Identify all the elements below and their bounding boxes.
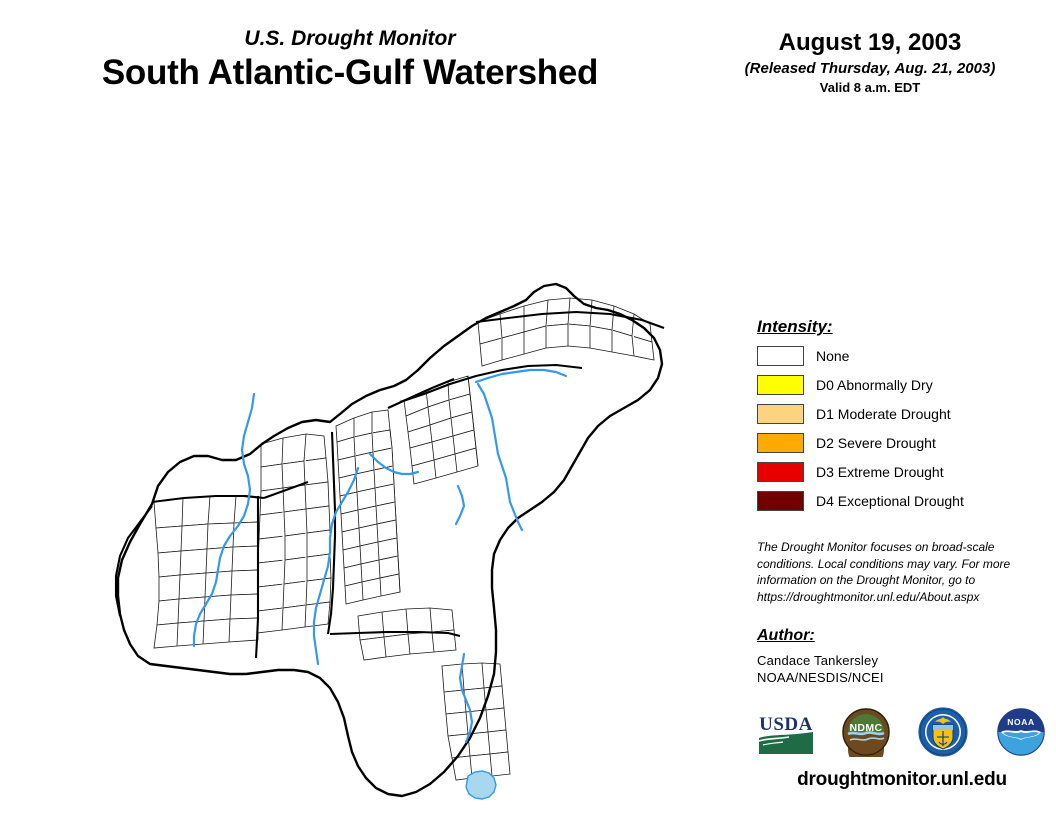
state-boundaries <box>114 310 665 659</box>
title-block: U.S. Drought Monitor South Atlantic-Gulf… <box>0 27 700 93</box>
lake-okeechobee <box>465 770 497 800</box>
legend-label-d3: D3 Extreme Drought <box>816 464 944 481</box>
river-upper-nc <box>474 368 568 384</box>
date-block: August 19, 2003 (Released Thursday, Aug.… <box>700 29 1040 96</box>
legend-label-d1: D1 Moderate Drought <box>816 406 951 423</box>
legend-item-none[interactable]: None <box>757 345 1047 368</box>
river-chattahoochee <box>312 466 360 666</box>
footer-url[interactable]: droughtmonitor.unl.edu <box>797 769 1007 790</box>
river-savannah <box>454 484 466 526</box>
valid-date: August 19, 2003 <box>778 29 962 56</box>
valid-time: Valid 8 a.m. EDT <box>819 80 921 96</box>
legend-label-d2: D2 Severe Drought <box>816 435 936 452</box>
legend-heading: Intensity: <box>757 317 833 336</box>
legend-swatch-none <box>757 346 804 367</box>
lake-layer <box>465 770 497 800</box>
usda-logo[interactable]: USDA <box>757 708 815 756</box>
noaa-logo[interactable]: NOAA <box>995 706 1047 758</box>
river-chattahoochee-upper <box>368 452 420 476</box>
release-date: (Released Thursday, Aug. 21, 2003) <box>744 59 996 77</box>
watershed-outline <box>116 282 664 798</box>
legend: Intensity: None D0 Abnormally Dry D1 Mod… <box>757 317 1047 519</box>
legend-swatch-d0 <box>757 375 804 396</box>
agency-logos: USDA NDMC NOAA <box>757 703 1047 761</box>
legend-item-d0[interactable]: D0 Abnormally Dry <box>757 374 1047 397</box>
legend-item-d4[interactable]: D4 Exceptional Drought <box>757 490 1047 513</box>
author-heading: Author: <box>757 627 815 644</box>
drought-map[interactable] <box>58 146 718 810</box>
legend-swatch-d2 <box>757 433 804 454</box>
author-affiliation: NOAA/NESDIS/NCEI <box>757 669 884 685</box>
page-title: South Atlantic-Gulf Watershed <box>101 53 599 93</box>
legend-swatch-d3 <box>757 462 804 483</box>
ndmc-logo[interactable]: NDMC <box>841 707 891 757</box>
svg-text:NDMC: NDMC <box>849 722 882 734</box>
river-peedee <box>476 382 524 532</box>
river-tombigbee <box>192 392 256 648</box>
disclaimer-text: The Drought Monitor focuses on broad-sca… <box>757 540 1011 604</box>
river-stjohns <box>458 652 474 744</box>
legend-label-d4: D4 Exceptional Drought <box>816 493 964 510</box>
river-layer <box>192 368 568 744</box>
county-boundaries <box>153 297 655 781</box>
map-svg <box>114 282 665 800</box>
legend-label-d0: D0 Abnormally Dry <box>816 377 933 394</box>
author-block: Author: Candace Tankersley NOAA/NESDIS/N… <box>757 627 1037 686</box>
usdc-seal-logo[interactable] <box>917 706 969 758</box>
legend-swatch-d1 <box>757 404 804 425</box>
legend-item-d1[interactable]: D1 Moderate Drought <box>757 403 1047 426</box>
legend-item-d3[interactable]: D3 Extreme Drought <box>757 461 1047 484</box>
svg-text:USDA: USDA <box>759 714 813 735</box>
legend-label-none: None <box>816 348 850 365</box>
legend-swatch-d4 <box>757 491 804 512</box>
author-name: Candace Tankersley <box>757 652 879 668</box>
dm-supertitle: U.S. Drought Monitor <box>244 27 456 50</box>
legend-item-d2[interactable]: D2 Severe Drought <box>757 432 1047 455</box>
svg-text:NOAA: NOAA <box>1007 717 1034 727</box>
